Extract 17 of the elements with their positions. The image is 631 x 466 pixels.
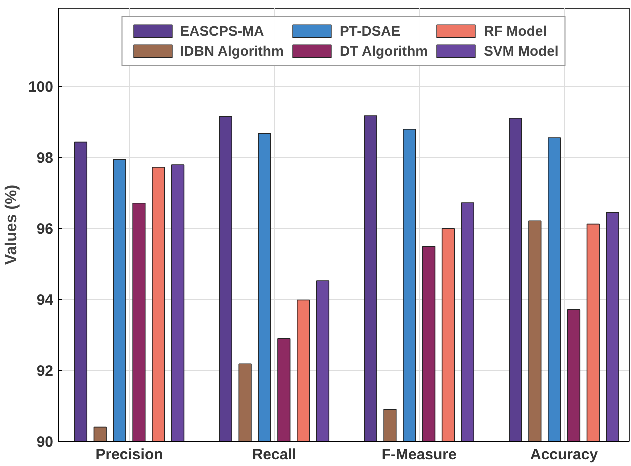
x-tick-label: Accuracy bbox=[530, 446, 599, 464]
x-tick-label: Recall bbox=[252, 446, 297, 464]
legend-label: IDBN Algorithm bbox=[180, 43, 284, 59]
y-axis-title: Values (%) bbox=[3, 184, 20, 266]
x-tick-label: F-Measure bbox=[382, 446, 457, 464]
y-tick-label: 94 bbox=[36, 292, 54, 310]
y-tick-label: 96 bbox=[36, 221, 54, 238]
legend-label: SVM Model bbox=[484, 43, 559, 59]
legend-label: PT-DSAE bbox=[340, 23, 401, 39]
y-tick-label: 100 bbox=[28, 79, 54, 96]
x-tick-label: Precision bbox=[96, 446, 164, 464]
y-tick-label: 90 bbox=[36, 434, 54, 451]
legend-label: RF Model bbox=[484, 23, 548, 39]
y-tick-label: 92 bbox=[36, 363, 54, 380]
y-tick-label: 98 bbox=[36, 150, 54, 168]
legend-label: EASCPS-MA bbox=[180, 23, 264, 39]
legend-label: DT Algorithm bbox=[340, 43, 428, 59]
